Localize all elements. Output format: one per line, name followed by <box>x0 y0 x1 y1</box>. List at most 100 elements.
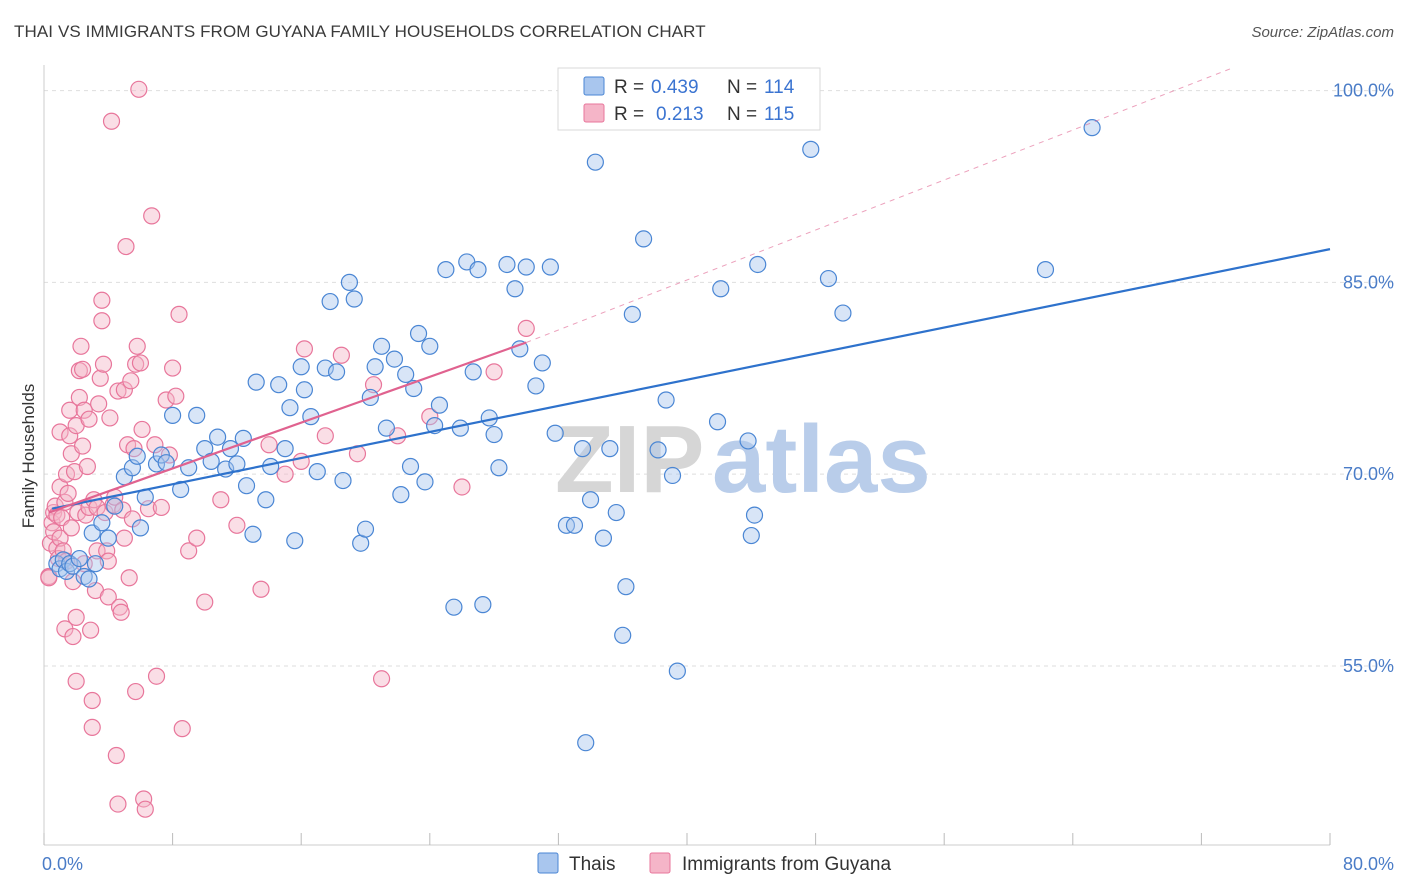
guyana-point-100 <box>260 436 278 454</box>
guyana-point-87 <box>152 498 170 517</box>
guyana-point-69 <box>117 237 135 256</box>
legend-n-value-2: 115 <box>764 104 794 125</box>
thai-point-98 <box>649 441 667 459</box>
trend-lines <box>48 67 1331 514</box>
thai-point-109 <box>819 269 838 288</box>
guyana-point-35 <box>75 401 93 419</box>
legend-n-label-1: N = <box>727 77 757 98</box>
series-legend-label-thais: Thais <box>569 854 615 875</box>
thai-point-91 <box>594 529 613 547</box>
thai-point-102 <box>708 413 727 431</box>
guyana-point-98 <box>228 516 246 534</box>
guyana-point-4 <box>45 523 63 541</box>
thai-point-70 <box>451 419 469 437</box>
thai-point-103 <box>712 280 730 298</box>
guyana-point-108 <box>372 670 391 688</box>
thai-point-36 <box>257 491 275 509</box>
guyana-point-95 <box>188 529 206 547</box>
thai-point-104 <box>739 432 757 450</box>
thai-point-25 <box>188 406 206 424</box>
thai-point-68 <box>437 260 455 279</box>
thai-point-49 <box>334 471 352 490</box>
legend-n-value-1: 114 <box>764 77 795 98</box>
thai-point-63 <box>409 324 428 343</box>
thai-point-80 <box>511 340 529 358</box>
thai-point-59 <box>392 486 410 504</box>
guyana-point-82 <box>136 800 154 818</box>
guyana-point-25 <box>65 463 84 481</box>
guyana-point-20 <box>61 401 79 419</box>
thai-point-111 <box>1036 260 1055 279</box>
thai-point-65 <box>421 337 439 355</box>
guyana-point-50 <box>93 291 111 309</box>
guyana-point-68 <box>115 529 133 547</box>
guyana-point-75 <box>127 682 145 701</box>
thai-point-108 <box>802 140 820 158</box>
guyana-point-43 <box>83 718 101 736</box>
thai-point-61 <box>401 457 420 476</box>
chart-title: THAI VS IMMIGRANTS FROM GUYANA FAMILY HO… <box>14 22 706 41</box>
guyana-point-103 <box>295 340 314 358</box>
guyana-point-55 <box>99 552 117 570</box>
thai-point-93 <box>607 503 625 522</box>
thai-point-39 <box>276 440 294 458</box>
guyana-point-107 <box>364 376 383 394</box>
guyana-point-86 <box>147 667 166 685</box>
thai-point-60 <box>397 365 415 384</box>
thai-trend-line <box>51 248 1331 510</box>
thai-point-74 <box>474 596 492 614</box>
guyana-point-88 <box>157 391 175 409</box>
guyana-point-27 <box>67 608 85 626</box>
thai-point-79 <box>506 280 524 298</box>
thai-point-73 <box>469 260 487 279</box>
guyana-point-10 <box>51 423 69 441</box>
thai-point-90 <box>586 153 604 171</box>
guyana-point-28 <box>67 672 85 690</box>
thai-point-105 <box>742 526 760 545</box>
y-tick-label-1: 70.0% <box>1343 464 1394 484</box>
thai-point-64 <box>416 473 434 491</box>
thai-point-35 <box>247 373 265 391</box>
thai-point-48 <box>327 363 346 381</box>
guyana-point-97 <box>212 491 230 509</box>
guyana-point-92 <box>170 305 188 323</box>
source-label: Source: ZipAtlas.com <box>1251 24 1394 41</box>
series-legend-label-guyana: Immigrants from Guyana <box>682 854 891 875</box>
watermark-zip: ZIP <box>555 406 704 513</box>
tick-labels: 55.0% 70.0% 85.0% 100.0% 0.0% 80.0% <box>42 81 1394 874</box>
guyana-point-110 <box>421 408 439 426</box>
guyana-point-57 <box>101 409 119 427</box>
thai-point-78 <box>498 255 516 274</box>
thai-point-13 <box>106 497 124 515</box>
guyana-point-85 <box>146 436 164 454</box>
guyana-point-56 <box>99 588 117 606</box>
thai-point-12 <box>99 529 117 547</box>
guyana-point-42 <box>83 691 101 710</box>
guyana-point-67 <box>115 381 133 399</box>
guyana-point-93 <box>173 720 191 738</box>
guyana-point-34 <box>73 437 92 455</box>
thai-point-43 <box>295 381 314 399</box>
x-tick-label-1: 80.0% <box>1343 854 1394 874</box>
guyana-point-24 <box>64 627 82 646</box>
guyana-point-104 <box>316 427 334 445</box>
guyana-point-71 <box>120 569 138 587</box>
thai-point-34 <box>244 525 262 543</box>
guyana-point-48 <box>90 395 108 413</box>
thai-point-67 <box>430 396 449 414</box>
guyana-point-102 <box>292 452 310 470</box>
guyana-point-63 <box>109 382 127 400</box>
guyana-point-51 <box>93 312 111 330</box>
guyana-point-52 <box>94 355 113 373</box>
thai-point-46 <box>316 359 334 377</box>
legend-n-label-2: N = <box>727 104 757 125</box>
thai-point-101 <box>668 662 686 680</box>
thai-point-77 <box>490 459 508 477</box>
thai-point-99 <box>657 391 675 409</box>
guyana-point-30 <box>70 388 88 407</box>
thai-point-81 <box>517 258 535 276</box>
y-tick-label-2: 85.0% <box>1343 272 1394 292</box>
thai-point-89 <box>581 491 600 509</box>
guyana-point-58 <box>102 112 121 130</box>
guyana-point-79 <box>131 354 150 372</box>
